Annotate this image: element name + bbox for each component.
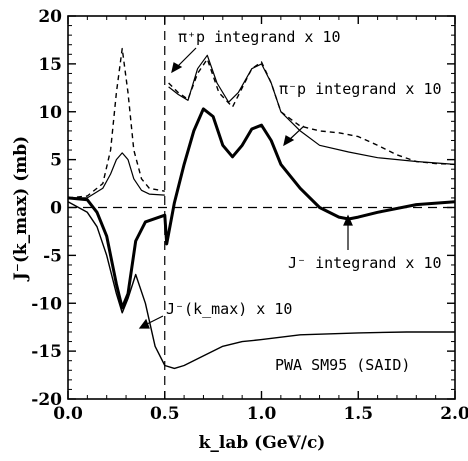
annotation-jkmax: J⁻(k_max) x 10 [166, 300, 292, 318]
x-tick-label: 1.0 [247, 404, 277, 424]
series-line-3 [67, 201, 455, 370]
y-tick-label: -15 [31, 342, 62, 362]
series-line-1 [68, 152, 165, 199]
x-tick-label: 1.5 [343, 404, 373, 424]
series-line-1 [168, 54, 456, 165]
arrowhead-jkmax [138, 318, 150, 329]
series-line-0 [67, 47, 165, 199]
y-tick-label: -20 [31, 390, 62, 410]
y-tick-label: -10 [31, 294, 62, 314]
series-layer [67, 47, 456, 370]
arrow-pip [175, 47, 197, 69]
x-tick-label: 2.0 [440, 404, 468, 424]
series-line-2 [67, 107, 456, 310]
y-tick-label: -5 [43, 246, 62, 266]
arrow-jkmax [144, 315, 164, 326]
y-tick-label: 10 [38, 103, 62, 123]
annotation-arrows [138, 47, 353, 329]
arrowhead-pip [171, 62, 183, 74]
x-tick-label: 0.0 [53, 404, 83, 424]
x-tick-label: 0.5 [150, 404, 180, 424]
y-axis-ticks: -20 -15 -10 -5 0 5 10 15 20 [31, 7, 455, 410]
y-tick-label: 20 [38, 7, 62, 27]
annotation-pim: π⁻p integrand x 10 [279, 80, 442, 98]
x-axis-label: k_lab (GeV/c) [199, 433, 326, 453]
y-axis-label: J⁻(k_max) (mb) [11, 136, 31, 282]
x-axis-ticks: 0.0 0.5 1.0 1.5 2.0 [53, 16, 468, 424]
annotation-source: PWA SM95 (SAID) [275, 356, 410, 374]
reference-lines [68, 16, 455, 399]
series-line-0 [168, 58, 456, 166]
y-tick-label: 0 [50, 199, 62, 219]
y-tick-label: 15 [38, 55, 62, 75]
annotation-pip: π⁺p integrand x 10 [178, 28, 341, 46]
arrowhead-jint [343, 214, 353, 226]
arrowhead-pim [283, 135, 295, 147]
annotation-jint: J⁻ integrand x 10 [288, 254, 442, 272]
y-tick-label: 5 [50, 151, 62, 171]
